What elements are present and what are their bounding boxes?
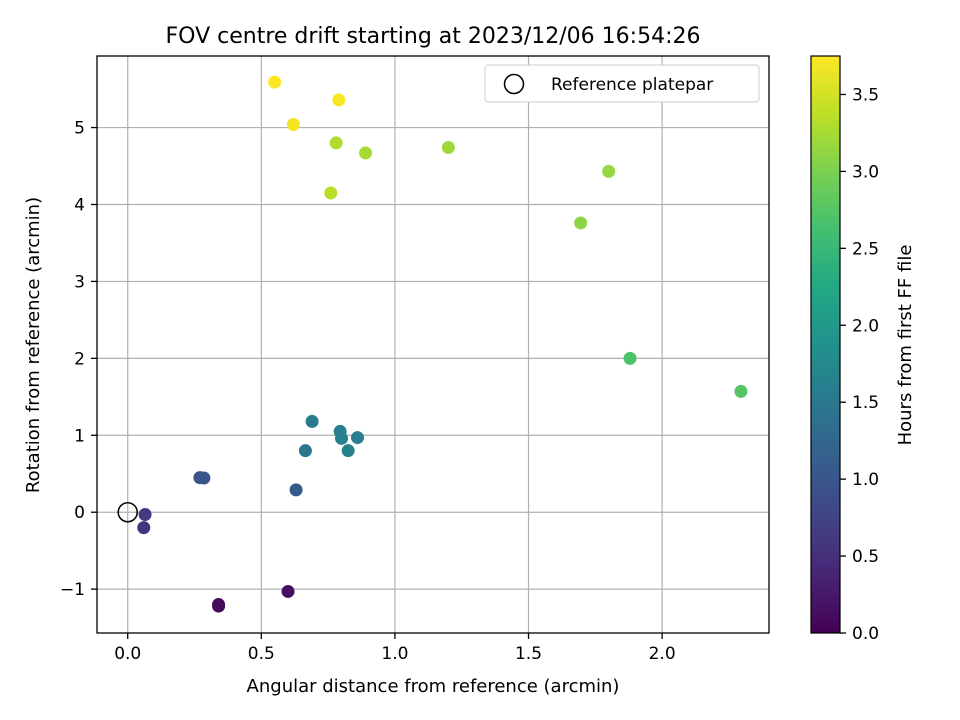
legend-label: Reference platepar (551, 75, 713, 95)
data-point (351, 431, 365, 445)
data-point (281, 584, 295, 598)
data-point (305, 414, 319, 428)
data-point (341, 444, 355, 458)
data-point (359, 146, 373, 160)
y-tick-label: 0 (74, 503, 85, 523)
data-point (289, 483, 303, 497)
data-point (212, 599, 226, 613)
y-axis-label: Rotation from reference (arcmin) (23, 197, 44, 493)
data-point (197, 471, 211, 485)
data-point (734, 384, 748, 398)
legend-marker (503, 73, 525, 95)
data-point (137, 521, 151, 535)
data-point (574, 216, 588, 230)
chart-title: FOV centre drift starting at 2023/12/06 … (166, 24, 701, 49)
colorbar: 0.0 0.5 1.0 1.5 2.0 2.5 3.0 3.5 Hours from firs… (810, 55, 916, 644)
x-tick-label: 0.0 (114, 644, 141, 664)
y-axis-ticks: −1 0 1 2 3 4 5 (60, 119, 97, 600)
reference-marker-layer (117, 501, 138, 523)
data-point (298, 444, 312, 458)
data-point (286, 117, 300, 131)
colorbar-tick-label: 0.0 (852, 624, 879, 644)
data-point (332, 93, 346, 107)
grid (97, 56, 769, 633)
colorbar-ticks: 0.0 0.5 1.0 1.5 2.0 2.5 3.0 3.5 (840, 85, 879, 644)
plot-frame (96, 55, 770, 634)
data-point (602, 164, 616, 178)
data-point (324, 186, 338, 200)
y-tick-label: 3 (74, 272, 85, 292)
colorbar-tick-label: 3.0 (852, 162, 879, 182)
y-tick-label: −1 (60, 580, 85, 600)
colorbar-tick-label: 1.5 (852, 393, 879, 413)
colorbar-tick-label: 2.5 (852, 239, 879, 259)
x-tick-label: 1.0 (381, 644, 408, 664)
y-tick-label: 4 (74, 195, 85, 215)
y-tick-label: 1 (74, 426, 85, 446)
colorbar-gradient (810, 55, 841, 634)
data-point (623, 351, 637, 365)
y-tick-label: 5 (74, 119, 85, 139)
x-tick-label: 1.5 (515, 644, 542, 664)
x-axis-ticks: 0.0 0.5 1.0 1.5 2.0 (114, 633, 676, 664)
data-point (334, 431, 348, 445)
data-point (268, 75, 282, 89)
x-tick-label: 2.0 (649, 644, 676, 664)
reference-platepar-marker (117, 501, 138, 523)
legend: Reference platepar (484, 64, 760, 103)
colorbar-tick-label: 1.0 (852, 470, 879, 490)
y-tick-label: 2 (74, 349, 85, 369)
scatter-points (137, 75, 748, 613)
legend-box (484, 64, 760, 103)
x-tick-label: 0.5 (248, 644, 275, 664)
colorbar-tick-label: 3.5 (852, 85, 879, 105)
colorbar-tick-label: 0.5 (852, 547, 879, 567)
data-point (138, 508, 152, 522)
colorbar-label: Hours from first FF file (895, 245, 916, 446)
data-point (329, 136, 343, 150)
x-axis-label: Angular distance from reference (arcmin) (247, 676, 620, 697)
data-point (441, 141, 455, 155)
colorbar-tick-label: 2.0 (852, 316, 879, 336)
